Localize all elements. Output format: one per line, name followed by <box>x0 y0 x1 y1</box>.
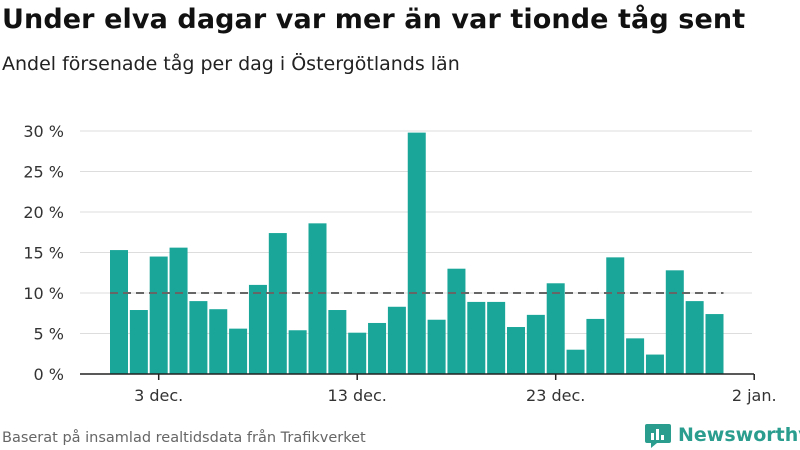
bar <box>566 349 585 374</box>
bar <box>368 322 387 374</box>
bar <box>447 268 466 374</box>
brand-name: Newsworthy <box>678 424 800 446</box>
bar <box>268 233 287 374</box>
bar <box>387 306 406 374</box>
bar <box>586 318 605 374</box>
bar <box>348 332 367 374</box>
y-tick-label: 5 % <box>34 325 64 344</box>
bar <box>169 247 188 374</box>
y-tick-label: 20 % <box>23 203 64 222</box>
bar <box>328 310 347 374</box>
y-tick-label: 0 % <box>34 365 64 384</box>
source-note: Baserat på insamlad realtidsdata från Tr… <box>2 430 366 446</box>
chart-title: Under elva dagar var mer än var tionde t… <box>2 4 746 35</box>
x-tick-label: 3 dec. <box>134 386 183 405</box>
bar <box>288 330 307 374</box>
bar <box>110 250 128 374</box>
y-tick-label: 30 % <box>23 122 64 141</box>
bar <box>507 327 525 374</box>
y-tick-label: 15 % <box>23 244 64 263</box>
bar <box>189 301 208 374</box>
bar <box>487 301 506 374</box>
bars <box>110 132 724 374</box>
bar <box>626 338 645 374</box>
bar <box>427 319 446 374</box>
bar-chart: 0 % 5 % 10 % 15 % 20 % 25 % 30 % 3 dec. 13 dec. 2… <box>23 122 776 405</box>
bar <box>209 309 228 374</box>
bar <box>705 314 724 374</box>
chart-subtitle: Andel försenade tåg per dag i Östergötla… <box>2 53 460 75</box>
bar <box>665 270 684 374</box>
bar <box>526 314 545 374</box>
bar <box>248 284 267 374</box>
bar <box>308 223 327 374</box>
bar <box>229 328 248 374</box>
bar <box>149 256 168 374</box>
bar <box>685 301 704 374</box>
y-tick-label: 25 % <box>23 163 64 182</box>
bar <box>546 283 565 374</box>
x-tick-label: 23 dec. <box>526 386 585 405</box>
bar <box>645 354 664 374</box>
newsworthy-logo-icon <box>645 424 671 448</box>
bar <box>129 310 148 374</box>
bar <box>467 301 486 374</box>
y-tick-label: 10 % <box>23 284 64 303</box>
bar <box>407 132 426 374</box>
bar <box>606 257 625 374</box>
axes: 0 % 5 % 10 % 15 % 20 % 25 % 30 % 3 dec. 13 dec. 2… <box>23 122 776 405</box>
x-tick-label: 13 dec. <box>328 386 387 405</box>
brand-logo: Newsworthy <box>644 420 800 450</box>
x-tick-label: 2 jan. <box>732 386 777 405</box>
